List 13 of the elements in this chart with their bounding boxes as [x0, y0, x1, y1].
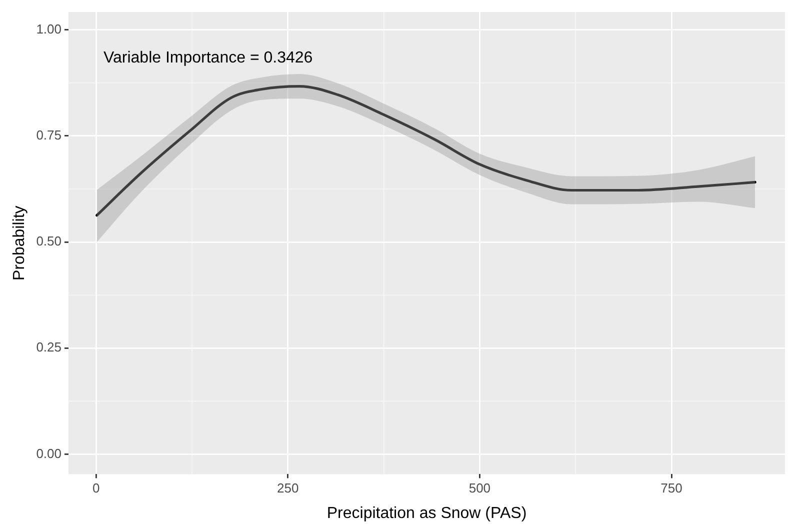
y-tick-label: 0.25	[36, 340, 62, 355]
x-tick-label: 750	[660, 480, 682, 496]
line-series	[96, 84, 756, 217]
x-tick-label: 500	[468, 480, 491, 496]
y-axis-title: Probability	[11, 206, 28, 280]
annotation: Variable Importance = 0.3426	[104, 49, 313, 66]
y-tick-label: 1.00	[36, 21, 62, 36]
y-tick-label: 0.50	[36, 234, 62, 249]
x-tick-label: 0	[92, 480, 100, 496]
x-axis-title: Precipitation as Snow (PAS)	[326, 504, 527, 522]
y-tick-label: 0.00	[36, 446, 62, 461]
y-tick-label: 0.75	[36, 128, 62, 143]
x-tick-label: 250	[277, 480, 299, 496]
